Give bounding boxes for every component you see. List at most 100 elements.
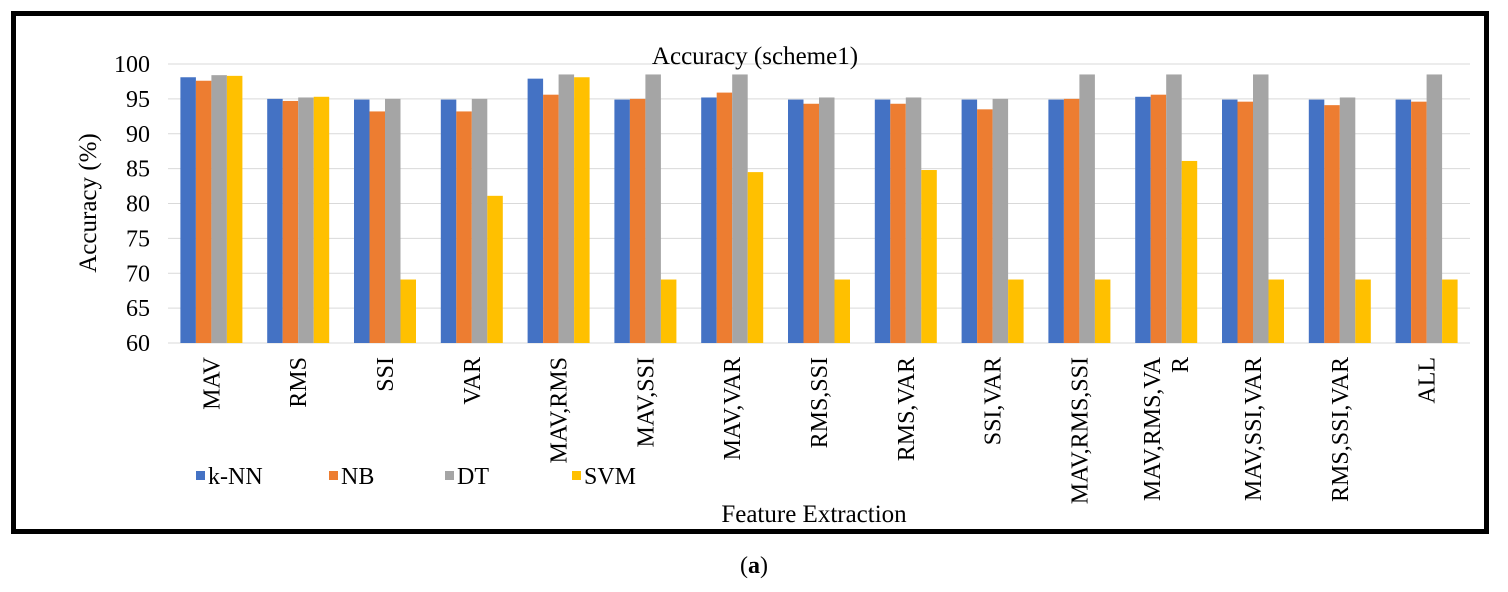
bar-nb-11 bbox=[1150, 94, 1167, 343]
bar-dt-5 bbox=[645, 74, 661, 344]
x-tick-line: ALL bbox=[1415, 357, 1441, 404]
bar-svm-4 bbox=[574, 77, 590, 343]
bar-svm-13 bbox=[1355, 279, 1371, 343]
bar-dt-0 bbox=[211, 75, 227, 343]
legend: k-NN NB DT SVM bbox=[196, 464, 636, 490]
bar-k-nn-14 bbox=[1395, 99, 1412, 343]
y-tick-label: 100 bbox=[114, 52, 150, 78]
x-tick-label: RMS,SSI bbox=[807, 357, 833, 448]
bar-nb-5 bbox=[629, 98, 646, 343]
bar-dt-8 bbox=[905, 97, 922, 343]
bar-svm-10 bbox=[1094, 279, 1111, 343]
x-tick-line: SSI bbox=[373, 357, 399, 392]
y-tick-label: 70 bbox=[126, 261, 150, 287]
bar-svm-5 bbox=[660, 279, 677, 343]
bar-k-nn-0 bbox=[180, 77, 196, 343]
bar-k-nn-8 bbox=[874, 99, 891, 343]
bar-k-nn-4 bbox=[527, 78, 544, 344]
bar-nb-0 bbox=[195, 80, 212, 344]
bar-svm-11 bbox=[1181, 160, 1198, 343]
bar-dt-1 bbox=[298, 97, 314, 343]
x-tick-label: MAV,RMS,SSI bbox=[1067, 357, 1093, 504]
x-tick-label: MAV,SSI,VAR bbox=[1241, 357, 1267, 501]
x-tick-line: RMS,SSI bbox=[807, 357, 833, 448]
bar-svm-7 bbox=[834, 279, 850, 343]
legend-label-k-nn: k-NN bbox=[208, 464, 263, 490]
bar-nb-6 bbox=[716, 92, 733, 343]
x-tick-label: SSI,VAR bbox=[981, 357, 1007, 445]
bar-k-nn-3 bbox=[440, 99, 457, 343]
x-tick-label: MAV,SSI bbox=[633, 357, 659, 448]
bar-nb-1 bbox=[282, 100, 299, 343]
bar-svm-9 bbox=[1008, 279, 1024, 343]
x-tick-line: MAV,VAR bbox=[720, 357, 746, 460]
bar-svm-8 bbox=[921, 170, 937, 343]
x-tick-line: SSI,VAR bbox=[981, 357, 1007, 445]
x-tick-line: VAR bbox=[460, 357, 486, 405]
bar-svm-3 bbox=[487, 195, 503, 343]
legend-swatch-k-nn bbox=[196, 471, 205, 480]
figure-caption: (a) bbox=[0, 553, 1508, 580]
x-tick-line: MAV,SSI bbox=[633, 357, 659, 448]
x-axis-label: Feature Extraction bbox=[721, 501, 907, 528]
y-tick-label: 95 bbox=[126, 87, 150, 113]
bar-k-nn-12 bbox=[1222, 99, 1238, 343]
bar-dt-13 bbox=[1339, 97, 1356, 343]
bar-nb-8 bbox=[890, 103, 906, 343]
caption-close: ) bbox=[760, 553, 768, 579]
x-tick-label: MAV bbox=[199, 356, 225, 410]
bar-nb-13 bbox=[1324, 105, 1340, 343]
bar-svm-0 bbox=[226, 75, 243, 344]
x-tick-label: MAV,RMS,VA R bbox=[1140, 356, 1194, 501]
bar-dt-10 bbox=[1079, 74, 1095, 344]
y-tick-label: 75 bbox=[126, 226, 150, 252]
x-tick-line: MAV bbox=[199, 356, 225, 410]
bar-nb-10 bbox=[1063, 98, 1080, 343]
x-tick-line: MAV,RMS bbox=[547, 357, 573, 464]
y-tick-label: 90 bbox=[126, 122, 150, 148]
legend-label-dt: DT bbox=[457, 464, 489, 490]
bar-dt-14 bbox=[1426, 74, 1443, 344]
x-tick-line: MAV,RMS,VA bbox=[1140, 356, 1166, 501]
x-axis-ticks: MAV RMS SSI VAR MAV,RMS MAV,SSI MAV,VAR RMS,SSI… bbox=[199, 356, 1440, 504]
y-tick-label: 60 bbox=[126, 331, 150, 357]
x-tick-label: ALL bbox=[1415, 357, 1441, 404]
bar-dt-7 bbox=[819, 97, 835, 343]
legend-swatch-nb bbox=[329, 471, 338, 480]
bar-dt-3 bbox=[471, 98, 488, 343]
legend-label-nb: NB bbox=[341, 464, 374, 490]
y-tick-label: 65 bbox=[126, 296, 150, 322]
legend-label-svm: SVM bbox=[584, 464, 636, 490]
bars bbox=[180, 74, 1458, 344]
y-axis-label: Accuracy (%) bbox=[75, 133, 102, 273]
bar-k-nn-5 bbox=[614, 99, 630, 343]
x-tick-label: VAR bbox=[460, 357, 486, 405]
bar-nb-14 bbox=[1411, 101, 1427, 343]
bar-k-nn-6 bbox=[701, 97, 717, 343]
bar-svm-6 bbox=[747, 172, 764, 343]
x-tick-label: RMS,SSI,VAR bbox=[1328, 357, 1354, 502]
bar-svm-2 bbox=[400, 279, 416, 343]
bar-svm-1 bbox=[313, 96, 330, 343]
y-tick-label: 85 bbox=[126, 157, 150, 183]
x-tick-line: R bbox=[1168, 357, 1194, 373]
bar-dt-4 bbox=[558, 74, 575, 344]
bar-k-nn-13 bbox=[1308, 99, 1325, 343]
x-tick-line: RMS,SSI,VAR bbox=[1328, 357, 1354, 502]
legend-swatch-svm bbox=[572, 471, 581, 480]
bar-k-nn-11 bbox=[1135, 96, 1151, 343]
bar-dt-11 bbox=[1166, 74, 1182, 344]
caption-label: a bbox=[748, 553, 760, 579]
x-tick-label: RMS bbox=[286, 357, 312, 408]
y-tick-label: 80 bbox=[126, 192, 150, 218]
bar-k-nn-2 bbox=[354, 99, 370, 343]
bar-k-nn-10 bbox=[1048, 99, 1064, 343]
bar-nb-3 bbox=[456, 111, 472, 344]
x-tick-line: MAV,SSI,VAR bbox=[1241, 357, 1267, 501]
x-tick-label: MAV,VAR bbox=[720, 357, 746, 460]
chart-title: Accuracy (scheme1) bbox=[652, 43, 858, 70]
bar-k-nn-9 bbox=[961, 99, 978, 343]
caption-open: ( bbox=[740, 553, 748, 579]
bar-svm-14 bbox=[1442, 279, 1458, 343]
